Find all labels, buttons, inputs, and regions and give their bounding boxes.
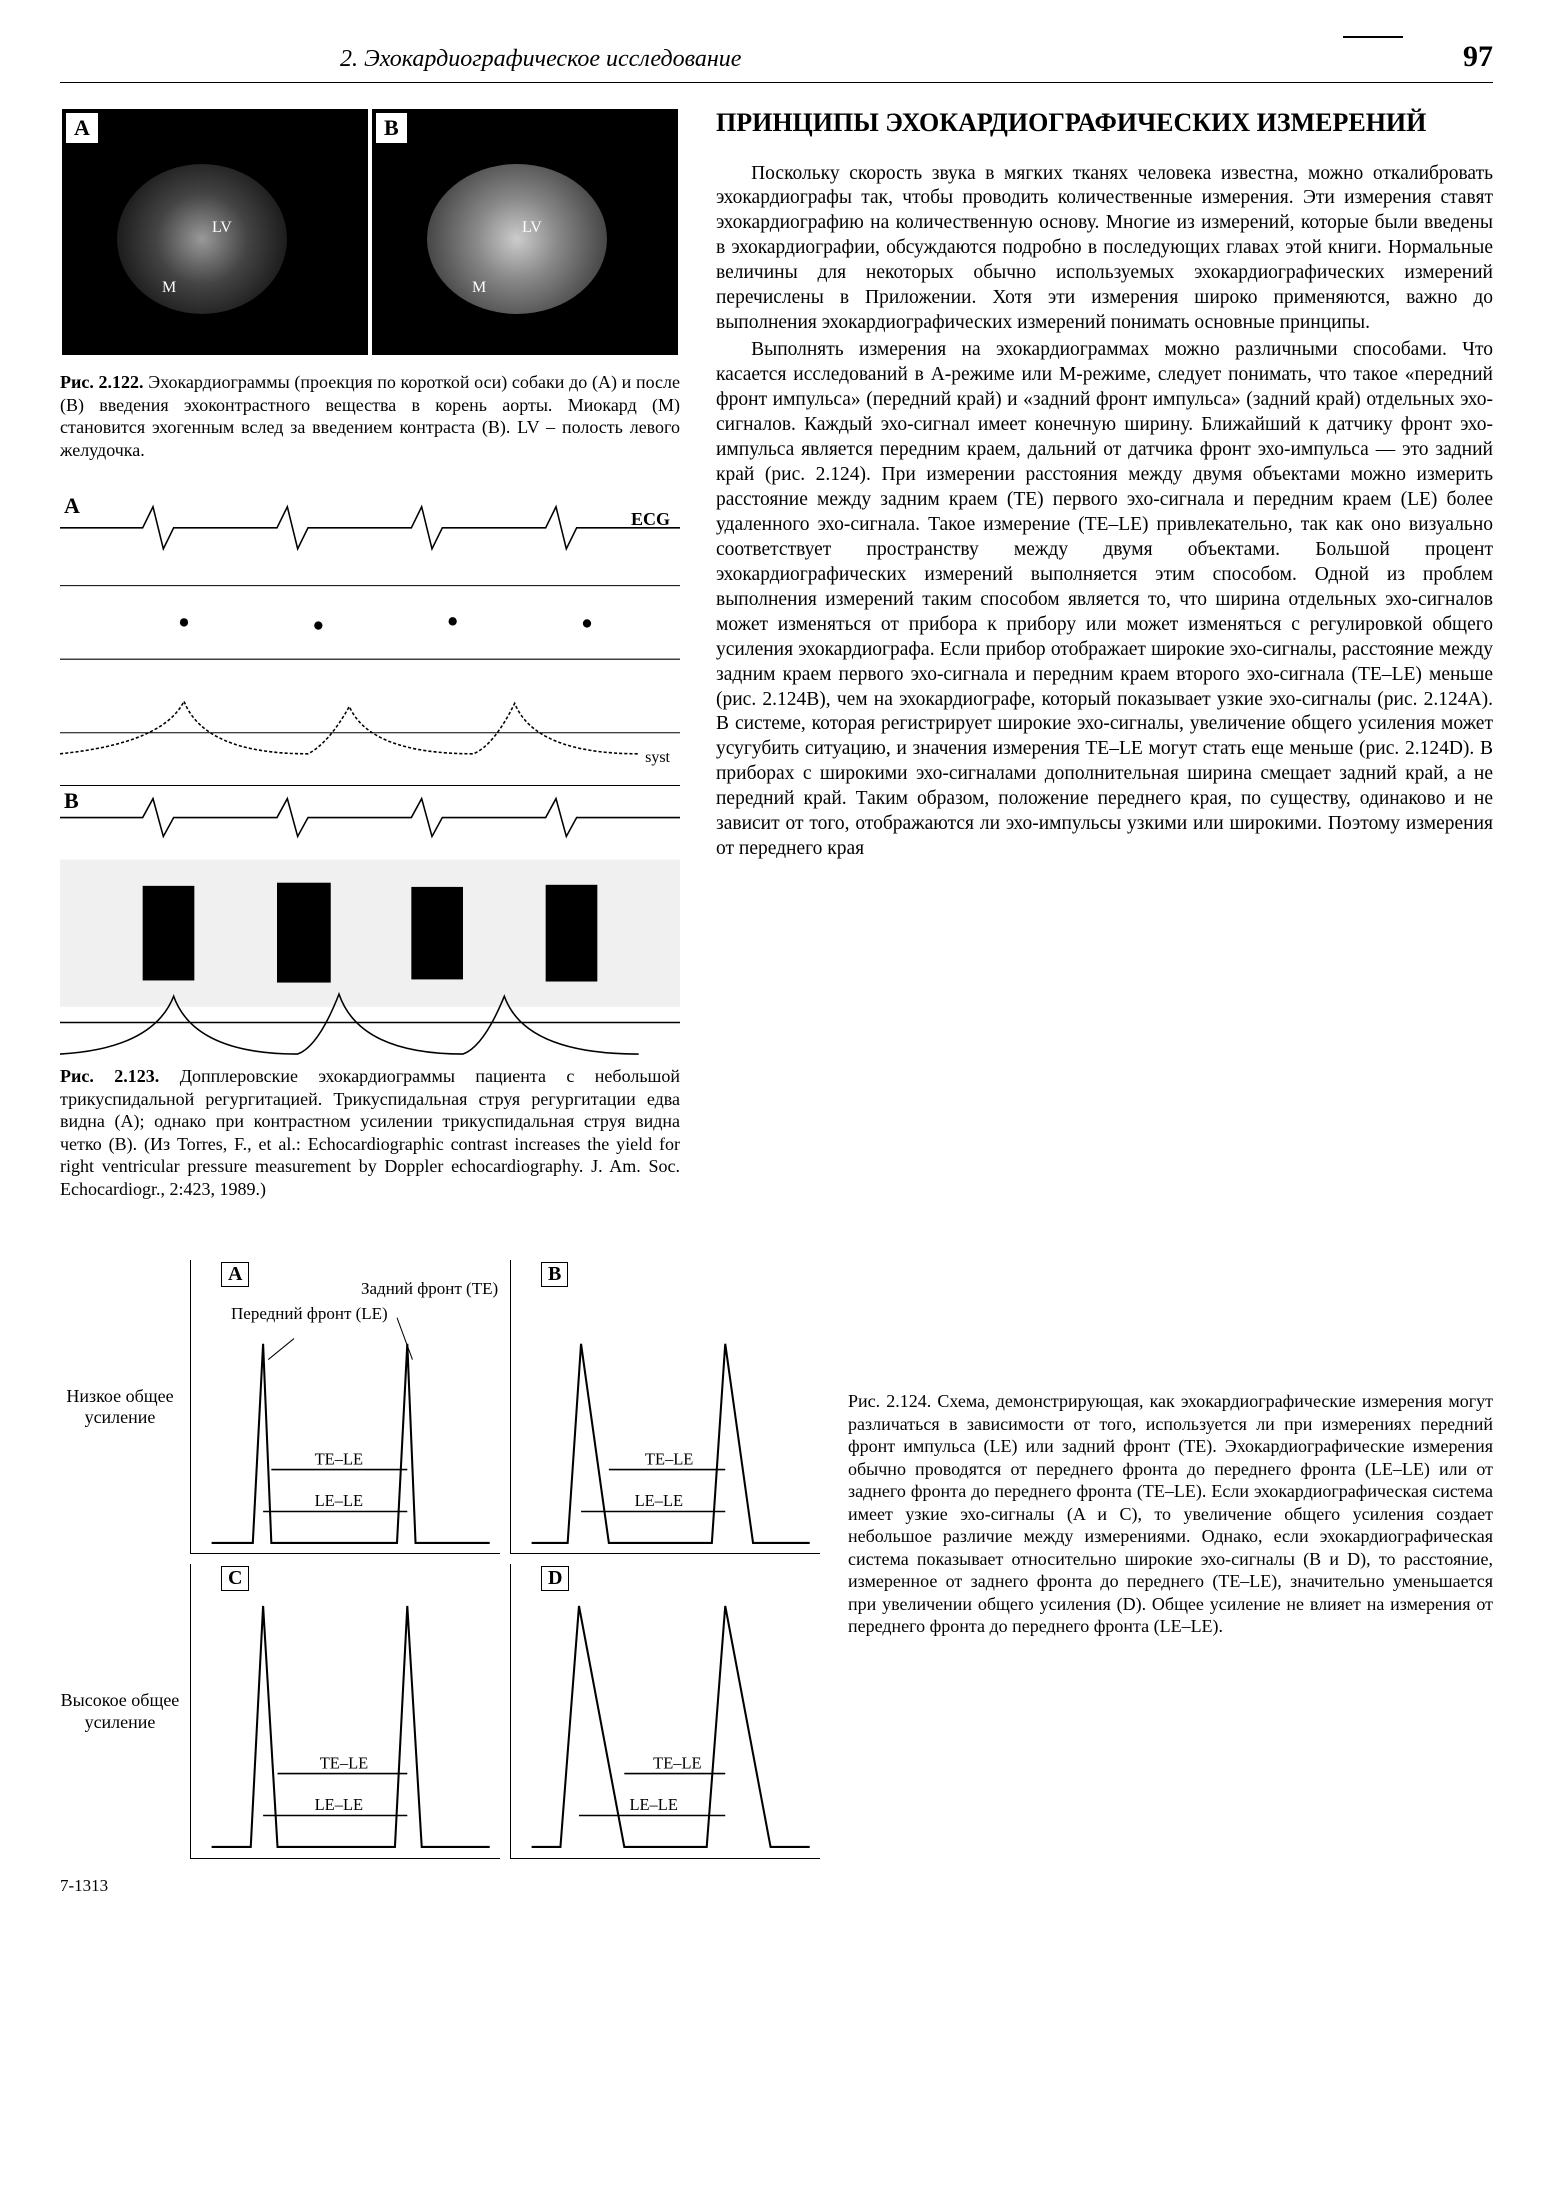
- fig124-row1-label: Низкое общее усиление: [60, 1260, 180, 1554]
- svg-text:LE–LE: LE–LE: [629, 1796, 677, 1815]
- fig-2-124-block: Низкое общее усиление A Передний фронт (…: [60, 1260, 1493, 1840]
- fig124-c-label: C: [221, 1566, 249, 1591]
- fig124-d-label: D: [541, 1566, 569, 1591]
- fig123-panel-b-label: B: [64, 788, 79, 814]
- fig124-te-annot: Задний фронт (TE): [361, 1280, 498, 1299]
- left-column: A M LV B M LV Рис. 2.122. Эхокардиограмм…: [60, 107, 680, 1230]
- fig122-m-label: M: [162, 279, 176, 297]
- chapter-title: 2. Эхокардиографическое исследование: [340, 46, 741, 73]
- header-rule-dash: [1343, 36, 1403, 38]
- fig122-lv-label: LV: [212, 219, 232, 237]
- svg-text:LE–LE: LE–LE: [315, 1796, 363, 1815]
- svg-text:TE–LE: TE–LE: [653, 1754, 701, 1773]
- fig124-b-label: B: [541, 1262, 568, 1287]
- body-paragraph-2: Выполнять измерения на эхокардиограммах …: [716, 338, 1493, 862]
- fig122-lv-label2: LV: [522, 219, 542, 237]
- fig123-caption: Рис. 2.123. Допплеровские эхокардиограмм…: [60, 1065, 680, 1200]
- section-title: ПРИНЦИПЫ ЭХОКАРДИОГРАФИЧЕСКИХ ИЗМЕРЕНИЙ: [716, 107, 1493, 140]
- svg-text:LE–LE: LE–LE: [635, 1491, 683, 1510]
- fig122-panel-b-label: B: [376, 113, 407, 143]
- fig-2-123-image: A ECG syst B: [60, 491, 680, 1051]
- fig124-panel-d: D TE–LE LE–LE: [510, 1564, 820, 1858]
- fig124-le-annot: Передний фронт (LE): [231, 1305, 388, 1324]
- fig124-a-label: A: [221, 1262, 249, 1287]
- svg-text:TE–LE: TE–LE: [320, 1754, 368, 1773]
- fig122-m-label2: M: [472, 279, 486, 297]
- fig124-panel-b: B TE–LE LE–LE: [510, 1260, 820, 1554]
- fig122-panel-a-label: A: [66, 113, 98, 143]
- fig124-panel-a: A Передний фронт (LE) Задний фронт (TE) …: [190, 1260, 500, 1554]
- fig123-ecg-label: ECG: [631, 509, 670, 530]
- fig124-a-tele: TE–LE: [315, 1449, 363, 1468]
- fig124-caption: Рис. 2.124. Схема, демонстрирующая, как …: [848, 1260, 1493, 1840]
- page-number: 97: [1463, 40, 1493, 74]
- fig124-a-lele: LE–LE: [315, 1491, 363, 1510]
- body-paragraph-1: Поскольку скорость звука в мягких тканях…: [716, 162, 1493, 337]
- fig124-panel-c: C TE–LE LE–LE: [190, 1564, 500, 1858]
- fig123-panel-a-label: A: [64, 493, 80, 519]
- fig-2-122-image: A M LV B M LV: [60, 107, 680, 357]
- fig124-row2-label: Высокое общее усиление: [60, 1564, 180, 1858]
- svg-text:TE–LE: TE–LE: [645, 1449, 693, 1468]
- footer-code: 7-1313: [60, 1876, 1493, 1896]
- fig124-diagram: Низкое общее усиление A Передний фронт (…: [60, 1260, 820, 1840]
- fig123-syst-label: syst: [645, 749, 670, 767]
- fig122-caption: Рис. 2.122. Эхокардиограммы (проекция по…: [60, 371, 680, 461]
- right-column: ПРИНЦИПЫ ЭХОКАРДИОГРАФИЧЕСКИХ ИЗМЕРЕНИЙ …: [716, 107, 1493, 1230]
